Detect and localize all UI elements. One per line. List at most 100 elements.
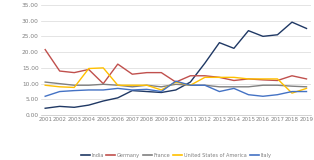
Germany	[188, 75, 192, 77]
Line: India: India	[45, 22, 306, 108]
France	[87, 84, 91, 86]
United States of America	[203, 76, 207, 78]
Line: Germany: Germany	[45, 50, 306, 84]
Line: France: France	[45, 82, 306, 87]
United States of America	[58, 86, 62, 88]
Italy	[232, 87, 236, 89]
Italy	[58, 91, 62, 92]
India	[174, 89, 178, 91]
Germany	[116, 63, 120, 65]
France	[130, 86, 134, 88]
Italy	[160, 91, 163, 92]
France	[276, 84, 279, 86]
Italy	[87, 89, 91, 91]
Germany	[232, 80, 236, 81]
Italy	[290, 91, 294, 92]
France	[101, 83, 105, 85]
Italy	[130, 89, 134, 91]
Germany	[58, 70, 62, 72]
Legend: India, Germany, France, United States of America, Italy: India, Germany, France, United States of…	[78, 151, 273, 160]
United States of America	[261, 78, 265, 80]
Germany	[305, 78, 308, 80]
France	[145, 84, 149, 86]
Germany	[246, 78, 250, 80]
India	[130, 90, 134, 92]
United States of America	[145, 84, 149, 86]
India	[232, 47, 236, 49]
Germany	[43, 49, 47, 51]
Italy	[188, 84, 192, 86]
France	[43, 81, 47, 83]
India	[218, 42, 221, 44]
France	[203, 84, 207, 86]
India	[290, 21, 294, 23]
Germany	[145, 72, 149, 74]
Italy	[101, 89, 105, 91]
United States of America	[174, 81, 178, 83]
Germany	[261, 79, 265, 81]
France	[160, 86, 163, 88]
Italy	[261, 95, 265, 97]
Germany	[72, 72, 76, 74]
France	[218, 86, 221, 88]
United States of America	[188, 84, 192, 86]
United States of America	[130, 84, 134, 86]
France	[290, 85, 294, 87]
United States of America	[87, 68, 91, 69]
India	[43, 107, 47, 109]
India	[116, 97, 120, 99]
United States of America	[101, 67, 105, 69]
Italy	[218, 91, 221, 92]
India	[188, 81, 192, 83]
India	[261, 35, 265, 37]
Italy	[174, 80, 178, 82]
Line: Italy: Italy	[45, 81, 306, 96]
United States of America	[43, 84, 47, 86]
India	[87, 104, 91, 106]
Italy	[72, 90, 76, 92]
France	[261, 84, 265, 86]
India	[203, 62, 207, 64]
United States of America	[276, 78, 279, 80]
Italy	[116, 87, 120, 89]
India	[160, 92, 163, 93]
Germany	[174, 81, 178, 83]
Italy	[145, 88, 149, 90]
Italy	[305, 91, 308, 92]
India	[145, 91, 149, 92]
Germany	[87, 68, 91, 70]
Germany	[101, 83, 105, 85]
France	[246, 86, 250, 88]
France	[58, 83, 62, 85]
United States of America	[305, 87, 308, 89]
United States of America	[160, 89, 163, 91]
Italy	[276, 94, 279, 96]
United States of America	[116, 84, 120, 86]
Line: United States of America: United States of America	[45, 68, 306, 93]
France	[72, 84, 76, 86]
Germany	[203, 75, 207, 77]
Germany	[290, 75, 294, 77]
United States of America	[218, 76, 221, 78]
France	[116, 84, 120, 86]
India	[101, 100, 105, 102]
India	[58, 105, 62, 107]
France	[174, 83, 178, 85]
Germany	[130, 73, 134, 75]
India	[305, 28, 308, 29]
United States of America	[72, 87, 76, 88]
India	[72, 106, 76, 108]
Italy	[246, 94, 250, 96]
Italy	[43, 95, 47, 97]
India	[276, 34, 279, 36]
Germany	[160, 72, 163, 74]
Germany	[276, 80, 279, 81]
Germany	[218, 76, 221, 78]
United States of America	[246, 78, 250, 80]
France	[232, 86, 236, 88]
India	[246, 30, 250, 32]
Italy	[203, 84, 207, 86]
France	[188, 84, 192, 86]
France	[305, 86, 308, 88]
United States of America	[232, 76, 236, 78]
